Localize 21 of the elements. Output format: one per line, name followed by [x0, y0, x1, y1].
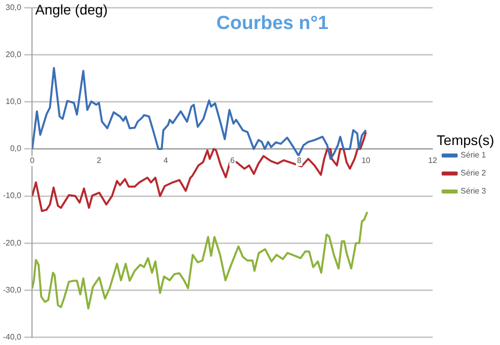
x-tick-label: 10: [361, 156, 371, 166]
legend-label: Série 1: [460, 150, 487, 160]
x-tick-label: 2: [96, 156, 102, 166]
chart-title: Courbes n°1: [216, 13, 329, 34]
y-axis-title: Angle (deg): [35, 2, 108, 18]
x-tick-label: 4: [163, 156, 168, 166]
x-tick-label: 8: [296, 156, 302, 166]
y-tick-label: -40,0: [3, 332, 22, 342]
y-tick-label: 30,0: [6, 3, 22, 12]
legend-label: Série 3: [460, 186, 487, 196]
y-tick-label: 0,0: [10, 144, 22, 154]
x-axis-title: Temps(s): [436, 132, 494, 148]
y-tick-label: 10,0: [6, 97, 22, 106]
y-tick-label: -20,0: [3, 238, 22, 248]
y-tick-label: -30,0: [3, 285, 22, 294]
y-tick-label: 20,0: [6, 50, 22, 60]
x-tick-label: 6: [230, 156, 236, 166]
y-tick-label: -10,0: [3, 191, 22, 200]
legend-label: Série 2: [460, 168, 487, 178]
x-tick-label: 12: [428, 156, 438, 166]
x-tick-label: 0: [30, 156, 36, 166]
